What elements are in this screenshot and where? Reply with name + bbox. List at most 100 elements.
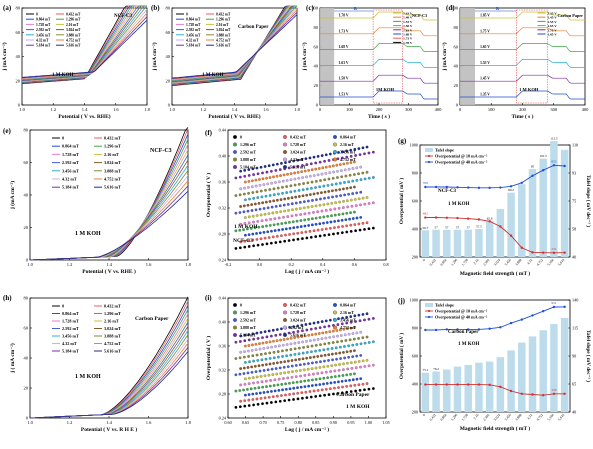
tafel-point: [255, 166, 259, 170]
tafel-point: [255, 375, 259, 379]
y-tick-label: 40: [24, 356, 29, 361]
tafel-point: [323, 393, 326, 397]
tafel-point: [342, 327, 346, 331]
tafel-point: [255, 397, 259, 401]
tafel-point: [253, 202, 257, 206]
tafel-point: [367, 227, 371, 231]
tafel-point: [278, 333, 282, 336]
tafel-point: [342, 350, 345, 354]
tafel-point: [282, 203, 286, 207]
annotation: NCF-C3: [114, 14, 133, 19]
tafel-point: [234, 405, 238, 409]
tafel-point: [238, 193, 242, 197]
tafel-point: [371, 317, 375, 320]
y-tick-label: 0.40: [219, 320, 226, 325]
tafel-point: [348, 173, 352, 177]
tafel-point: [336, 176, 339, 179]
tafel-point: [239, 367, 243, 370]
tafel-point: [258, 391, 262, 395]
legend-label: 1.58 V: [403, 24, 413, 28]
tafel-point: [251, 376, 255, 379]
legend-marker: [333, 157, 337, 162]
tafel-point: [349, 384, 353, 388]
x-tick-label: 1.4: [106, 262, 112, 267]
current-trace: [320, 74, 438, 84]
legend-marker: [283, 303, 287, 307]
tafel-point: [310, 180, 314, 184]
legend-label: 2.16 mT: [340, 142, 354, 147]
tafel-point: [345, 211, 349, 215]
bar-value-label: 80.2: [508, 188, 514, 192]
tafel-point: [301, 188, 305, 192]
tafel-point: [308, 229, 312, 233]
y2-tick-label: 40: [572, 410, 576, 415]
tafel-point: [262, 391, 266, 394]
tafel-point: [353, 185, 356, 189]
overpotential-point: [509, 234, 513, 237]
tafel-point: [320, 337, 324, 341]
tafel-point: [314, 343, 318, 347]
tafel-point: [290, 202, 294, 206]
tafel-point: [354, 204, 358, 207]
bar-value-label: 112.5: [550, 137, 558, 141]
tafel-point: [345, 149, 349, 153]
tafel-point: [286, 172, 289, 176]
tafel-point: [251, 191, 255, 194]
tafel-point: [358, 153, 362, 157]
legend-label: 0: [36, 13, 38, 17]
panel-c: (c) 0 100 200 300 400 0 20 40 60 80 100 Time ( s ) j …: [301, 4, 442, 120]
tafel-point: [328, 330, 332, 334]
tafel-point: [285, 354, 289, 358]
legend-label: 2.592 mT: [240, 150, 256, 155]
y-tick-label: 800: [412, 326, 418, 331]
tafel-point: [256, 172, 260, 176]
tafel-point: [332, 392, 335, 396]
x-axis-label: Potential ( V vs. RHE): [58, 113, 110, 120]
tafel-point: [340, 156, 344, 160]
legend-label: 3.456 mT: [36, 33, 51, 37]
legend-label: 0: [186, 13, 188, 17]
tafel-point: [349, 229, 353, 233]
tafel-point: [301, 396, 304, 400]
tafel-point: [337, 317, 340, 321]
tafel-bar: [496, 357, 505, 412]
overpotential-point: [509, 389, 513, 393]
legend-marker: [233, 165, 237, 169]
tafel-point: [345, 186, 349, 190]
overpotential-point: [434, 216, 438, 219]
tafel-point: [258, 207, 262, 211]
tafel-point: [257, 201, 261, 205]
tafel-point: [305, 339, 308, 343]
tafel-point: [291, 370, 294, 373]
tafel-point: [322, 215, 326, 219]
lsv-curve: [21, 5, 147, 84]
tafel-bar: [475, 362, 483, 412]
tafel-point: [337, 374, 341, 378]
lsv-curve: [171, 5, 297, 82]
tafel-point: [234, 211, 238, 215]
tafel-point: [247, 404, 251, 407]
tafel-point: [314, 395, 318, 398]
tafel-point: [264, 357, 268, 361]
tafel-bar: [453, 229, 462, 257]
x-tick-label: 5.616: [557, 413, 565, 422]
tafel-point: [257, 364, 261, 368]
tafel-point: [294, 195, 298, 199]
tafel-point: [359, 178, 363, 181]
tafel-point: [256, 380, 260, 384]
tafel-point: [264, 200, 268, 204]
tafel-point: [251, 343, 254, 347]
annotation: NCF-C3: [412, 13, 427, 18]
x-tick-label: 0.432: [429, 258, 437, 267]
tafel-point: [254, 208, 258, 212]
overpotential-point: [563, 392, 566, 395]
tafel-point: [339, 169, 343, 172]
panel-d: (d) 0 100 200 300 400 0 20 40 60 80 100 Time ( s ) j …: [441, 4, 589, 120]
legend-label: 0: [62, 304, 64, 309]
tafel-point: [262, 347, 266, 350]
tafel-point: [291, 208, 294, 212]
y-tick-label: 80: [24, 296, 29, 301]
tafel-point: [310, 344, 314, 348]
legend-marker: [233, 333, 237, 337]
overpotential-point: [563, 164, 566, 168]
